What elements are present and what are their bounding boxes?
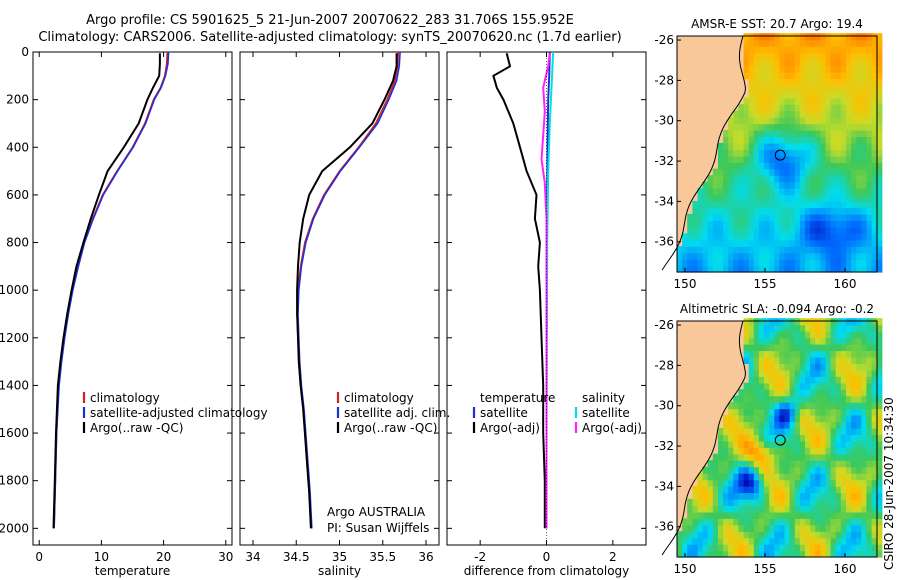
map-x-tick-label: 150 bbox=[674, 277, 697, 291]
plot-frame-1 bbox=[239, 51, 440, 546]
y-tick-label: 200 bbox=[6, 93, 29, 107]
pi-text: PI: Susan Wijffels bbox=[327, 521, 429, 535]
map-y-tick-label: -34 bbox=[654, 194, 674, 208]
x-tick-label: 2 bbox=[609, 550, 617, 564]
x-tick-label: 35.5 bbox=[369, 550, 396, 564]
legend-sal-label-0: climatology bbox=[344, 391, 414, 405]
x-tick-label: 34 bbox=[245, 550, 260, 564]
map-y-tick-label: -28 bbox=[654, 358, 674, 372]
map-title: AMSR-E SST: 20.7 Argo: 19.4 bbox=[691, 17, 863, 31]
x-axis-label: difference from climatology bbox=[464, 564, 630, 578]
legend-temp-label-0: climatology bbox=[90, 391, 160, 405]
map-title: Altimetric SLA: -0.094 Argo: -0.2 bbox=[680, 302, 874, 316]
plot-frame-0 bbox=[32, 51, 233, 546]
map-y-tick-label: -36 bbox=[654, 235, 674, 249]
map-y-tick-label: -26 bbox=[654, 33, 674, 47]
x-tick-label: -2 bbox=[474, 550, 486, 564]
map-x-tick-label: 160 bbox=[834, 277, 857, 291]
map-field-0 bbox=[677, 33, 883, 273]
map-y-tick-label: -36 bbox=[654, 520, 674, 534]
series-line-2-1 bbox=[492, 52, 546, 529]
coastline-0 bbox=[661, 35, 747, 271]
series-line-1-2 bbox=[296, 53, 398, 529]
legend-diff-s-label-2: Argo(-adj) bbox=[582, 421, 642, 435]
y-tick-label: 1200 bbox=[0, 331, 29, 345]
x-tick-label: 0 bbox=[543, 550, 551, 564]
map-frame-1 bbox=[676, 320, 878, 558]
argo-float-marker bbox=[774, 149, 786, 161]
timestamp-text: CSIRO 28-Jun-2007 10:34:30 bbox=[882, 397, 896, 570]
y-tick-label: 1600 bbox=[0, 426, 29, 440]
x-axis-label: salinity bbox=[318, 564, 361, 578]
map-y-tick-label: -32 bbox=[654, 154, 674, 168]
map-field-1 bbox=[677, 318, 883, 558]
figure-title-line-2: Climatology: CARS2006. Satellite-adjuste… bbox=[38, 30, 622, 45]
map-y-tick-label: -34 bbox=[654, 479, 674, 493]
map-y-tick-label: -30 bbox=[654, 399, 674, 413]
x-tick-label: 36 bbox=[418, 550, 433, 564]
x-tick-label: 34.5 bbox=[283, 550, 310, 564]
x-tick-label: 20 bbox=[156, 550, 171, 564]
map-y-tick-label: -30 bbox=[654, 114, 674, 128]
y-tick-label: 800 bbox=[6, 236, 29, 250]
x-tick-label: 30 bbox=[218, 550, 233, 564]
y-tick-label: 2000 bbox=[0, 521, 29, 535]
legend-diff-t-label-0: temperature bbox=[480, 391, 555, 405]
legend-sal-label-2: Argo(..raw -QC) bbox=[344, 421, 437, 435]
x-tick-label: 0 bbox=[35, 550, 43, 564]
y-tick-label: 600 bbox=[6, 188, 29, 202]
coastline-1 bbox=[661, 320, 747, 556]
series-line-2-3 bbox=[540, 53, 551, 529]
legend-temp-label-2: Argo(..raw -QC) bbox=[90, 421, 183, 435]
map-y-tick-label: -26 bbox=[654, 318, 674, 332]
y-tick-label: 0 bbox=[21, 45, 29, 59]
x-tick-label: 10 bbox=[94, 550, 109, 564]
y-tick-label: 1800 bbox=[0, 474, 29, 488]
argo-float-marker bbox=[774, 434, 786, 446]
y-tick-label: 400 bbox=[6, 140, 29, 154]
map-y-tick-label: -28 bbox=[654, 73, 674, 87]
legend-diff-t-label-1: satellite bbox=[480, 406, 528, 420]
y-tick-label: 1000 bbox=[0, 283, 29, 297]
map-y-tick-label: -32 bbox=[654, 439, 674, 453]
figure-title-line-1: Argo profile: CS 5901625_5 21-Jun-2007 2… bbox=[86, 13, 574, 28]
credit-text: Argo AUSTRALIA bbox=[327, 505, 426, 519]
series-line-0-1 bbox=[53, 51, 170, 529]
x-axis-label: temperature bbox=[95, 564, 170, 578]
legend-diff-t-label-2: Argo(-adj) bbox=[480, 421, 540, 435]
y-tick-label: 1400 bbox=[0, 378, 29, 392]
legend-temp-label-1: satellite-adjusted climatology bbox=[90, 406, 268, 420]
map-x-tick-label: 155 bbox=[754, 277, 777, 291]
legend-sal-label-1: satellite adj. clim. bbox=[344, 406, 450, 420]
map-frame-0 bbox=[676, 35, 878, 273]
map-x-tick-label: 160 bbox=[834, 562, 857, 576]
x-tick-label: 35 bbox=[332, 550, 347, 564]
series-line-0-2 bbox=[52, 53, 161, 529]
legend-diff-s-label-1: satellite bbox=[582, 406, 630, 420]
map-x-tick-label: 155 bbox=[754, 562, 777, 576]
legend-diff-s-label-0: salinity bbox=[582, 391, 625, 405]
map-x-tick-label: 150 bbox=[674, 562, 697, 576]
